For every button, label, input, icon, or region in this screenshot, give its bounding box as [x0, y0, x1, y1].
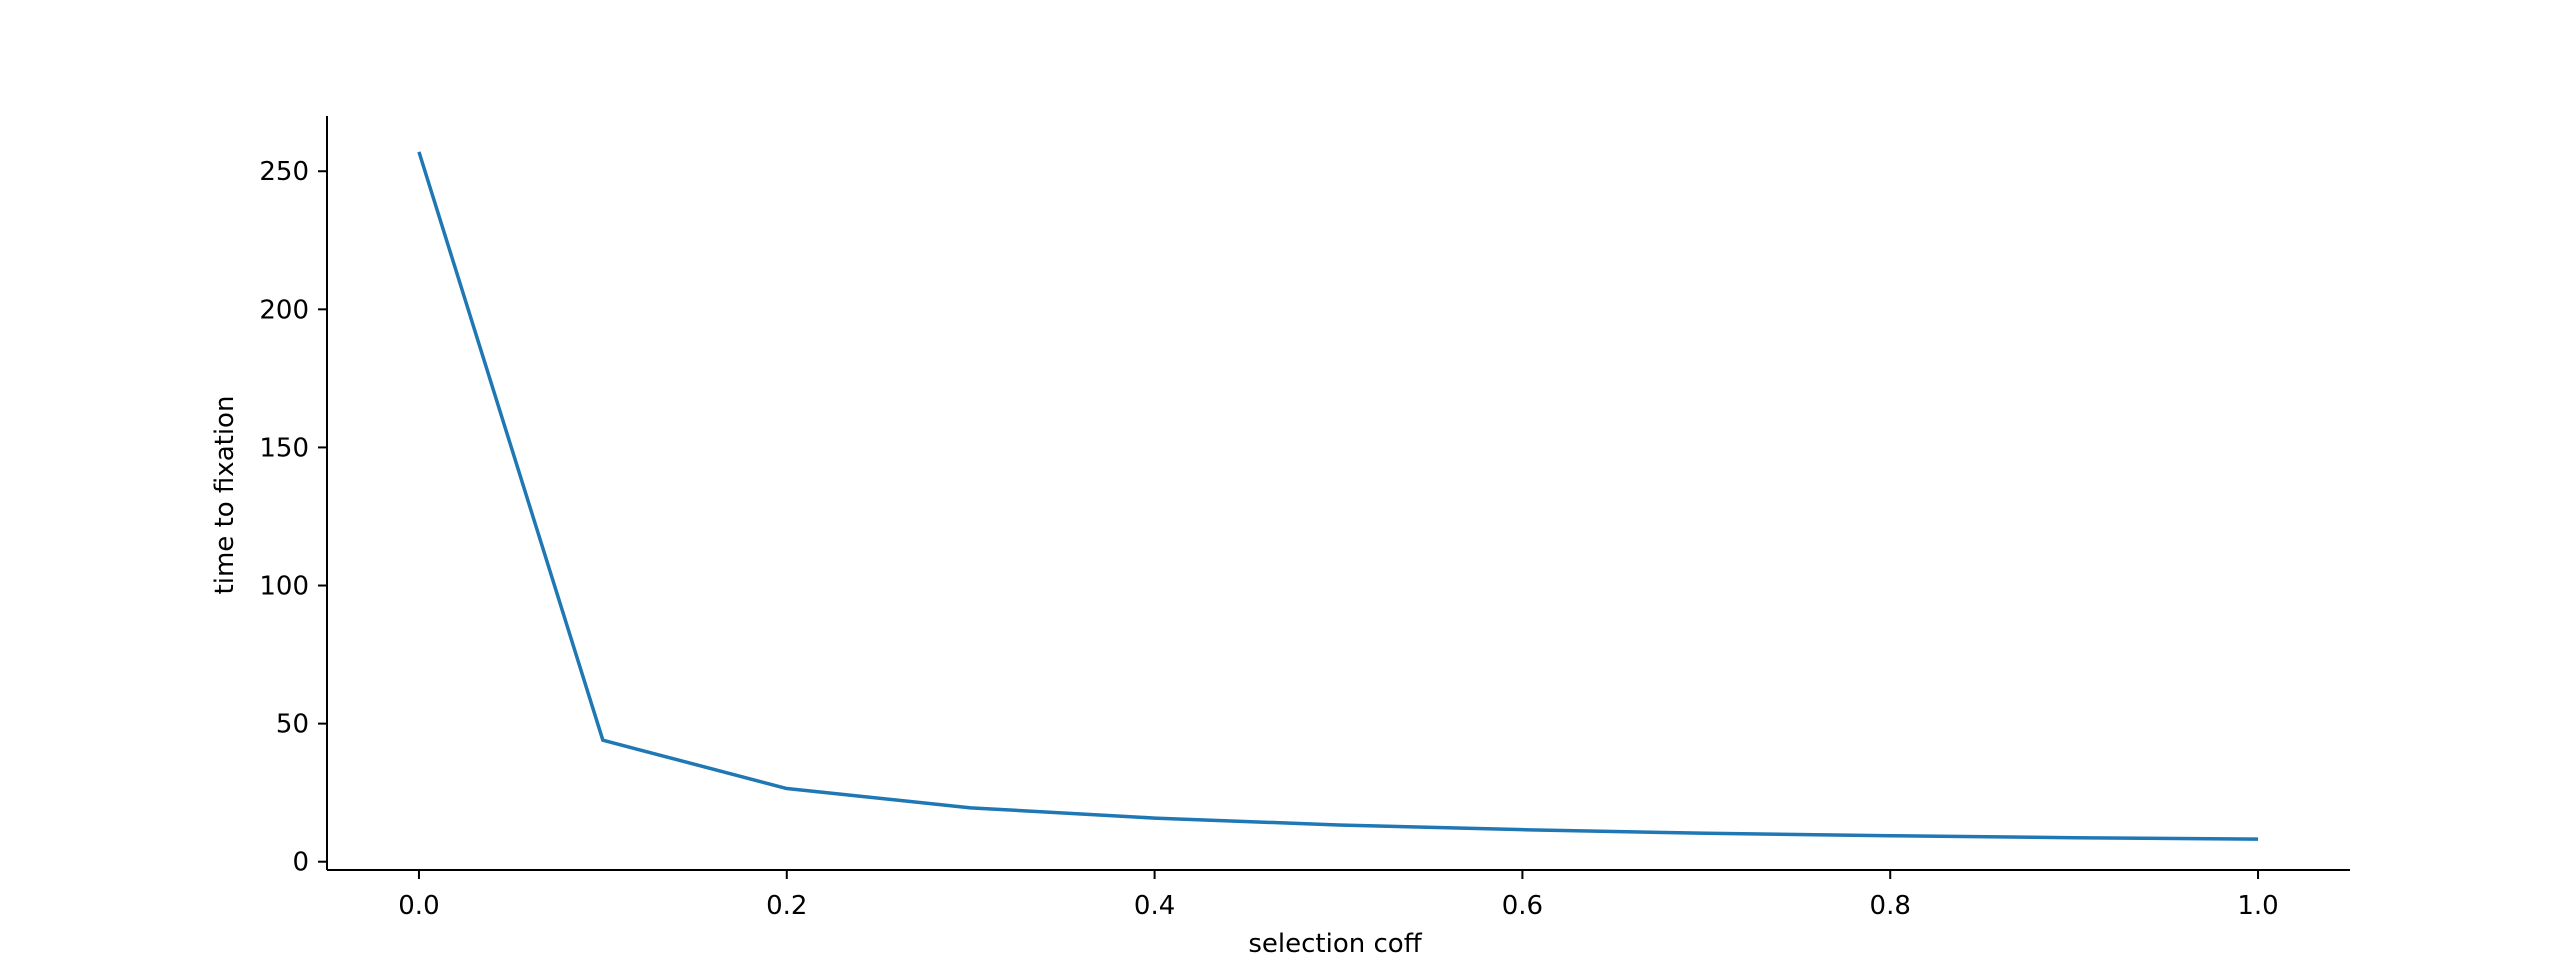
y-tick-label: 0: [292, 848, 309, 878]
series-layer: [417, 151, 2259, 841]
x-axis-ticks: 0.0 0.2 0.4 0.6 0.8 1.0: [398, 870, 2279, 921]
y-tick-label: 200: [259, 295, 309, 325]
plot-area: [326, 116, 2350, 871]
y-axis-label: time to fixation: [210, 396, 240, 595]
x-tick-label: 0.0: [398, 891, 439, 921]
y-tick-label: 150: [259, 433, 309, 463]
y-tick-label: 50: [276, 710, 309, 740]
series-line-0: [417, 151, 2259, 841]
x-tick-label: 1.0: [2237, 891, 2278, 921]
x-tick-label: 0.8: [1870, 891, 1911, 921]
y-axis-ticks: 0 50 100 150 200 250: [259, 157, 327, 878]
x-axis-label: selection coff: [1248, 929, 1422, 959]
x-tick-label: 0.2: [766, 891, 807, 921]
x-tick-label: 0.4: [1134, 891, 1175, 921]
y-tick-label: 100: [259, 572, 309, 602]
x-tick-label: 0.6: [1502, 891, 1543, 921]
y-tick-label: 250: [259, 157, 309, 187]
